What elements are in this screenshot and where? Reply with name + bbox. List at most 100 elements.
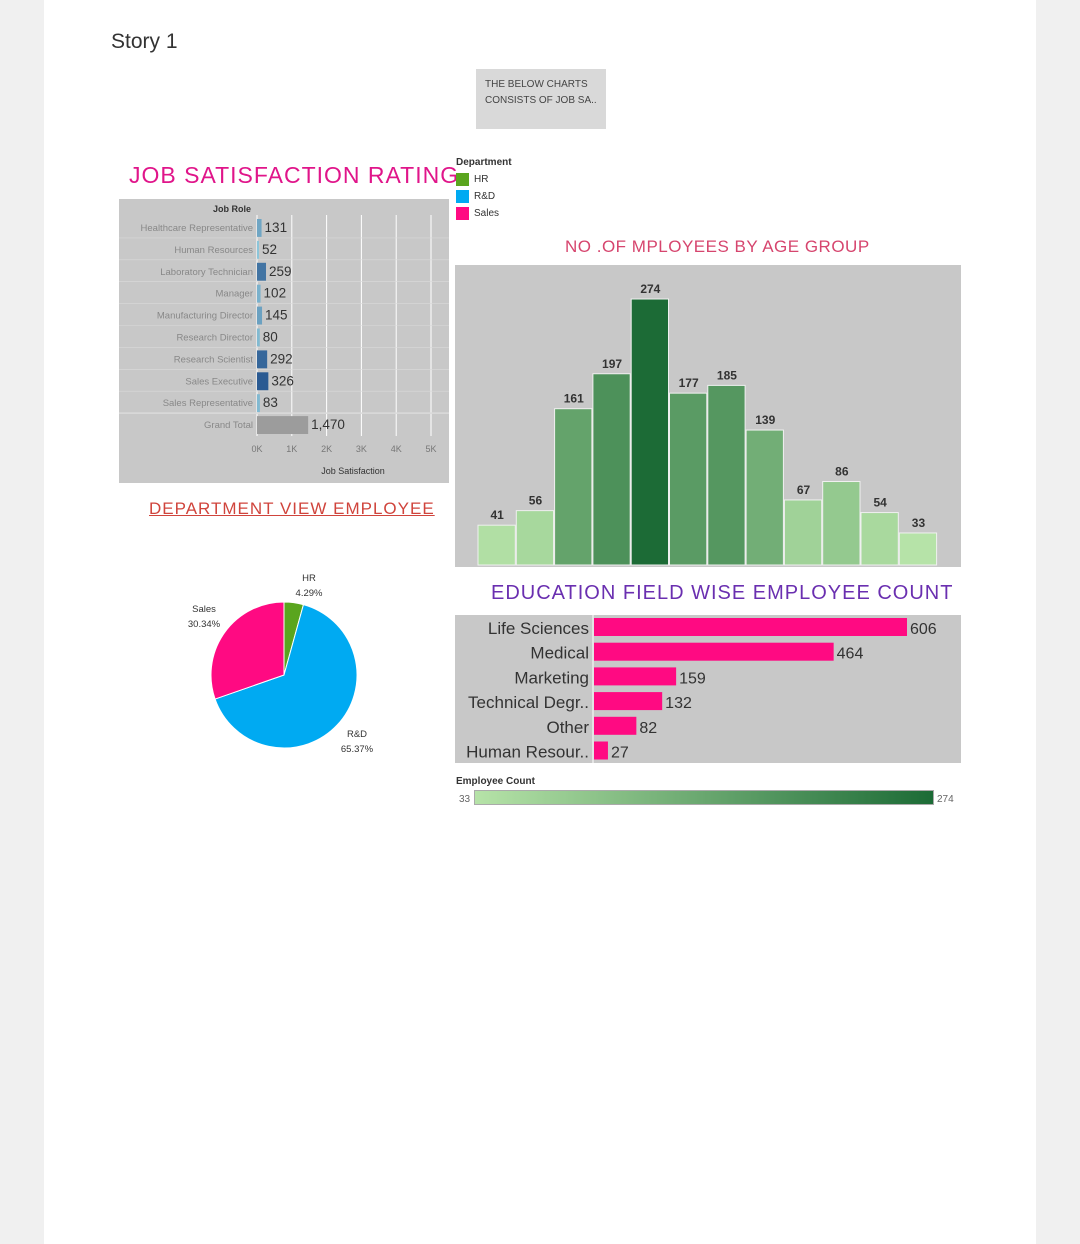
age-bar-value: 139 [755,413,775,427]
edu-bar[interactable] [594,667,677,686]
department-pie-chart[interactable]: HR 4.29% R&D 65.37% Sales 30.34% [160,565,420,775]
department-legend[interactable]: Department HR R&D Sales [456,157,512,222]
education-field-title: EDUCATION FIELD WISE EMPLOYEE COUNT [491,582,954,604]
age-bar[interactable] [745,429,784,566]
bar-value-label: 80 [263,330,278,345]
bar[interactable] [257,219,262,237]
bar[interactable] [257,306,263,325]
category-label: Laboratory Technician [160,267,253,278]
pie-label-pct: 65.37% [341,744,374,755]
category-label: Manager [216,289,254,300]
age-bar[interactable] [898,532,938,566]
edu-bar[interactable] [594,692,663,711]
age-bar-value: 274 [640,282,660,296]
note-text-box[interactable]: THE BELOW CHARTS CONSISTS OF JOB SA.. [476,69,606,129]
age-bar-value: 56 [529,494,543,508]
legend-label-rnd: R&D [474,191,496,202]
age-bar[interactable] [515,510,555,566]
age-group-title: NO .OF MPLOYEES BY AGE GROUP [565,237,870,256]
department-view-title[interactable]: DEPARTMENT VIEW EMPLOYEE [149,499,435,518]
age-bar[interactable] [554,408,593,566]
age-bar[interactable] [669,392,708,566]
edu-bar-value: 82 [639,720,657,737]
color-scale-min: 33 [459,794,471,805]
pie-label-name: HR [302,573,316,584]
color-scale-label: Employee Count [456,776,535,787]
edu-bar-value: 27 [611,745,629,762]
legend-label-hr: HR [474,174,489,185]
color-scale-bar [474,790,934,805]
edu-category-label: Human Resour.. [466,743,589,762]
bar[interactable] [257,284,261,303]
edu-bar-value: 606 [910,621,937,638]
age-bar[interactable] [822,481,861,566]
bar-value-label: 259 [269,264,292,279]
legend-swatch-hr [456,173,469,186]
age-bar[interactable] [477,524,516,566]
bar[interactable] [257,328,260,347]
edu-bar[interactable] [594,716,637,735]
bar-value-label: 131 [265,220,288,235]
age-bar-value: 185 [717,368,737,382]
legend-swatch-sales [456,207,469,220]
pie-label-name: Sales [192,604,216,615]
pie-label-pct: 30.34% [188,619,221,630]
color-scale-max: 274 [937,794,954,805]
legend-item-hr[interactable]: HR [456,171,512,188]
bar[interactable] [257,240,259,259]
category-label: Sales Executive [185,376,253,387]
legend-title: Department [456,157,512,168]
bar-value-label: 292 [270,351,293,366]
bar[interactable] [257,262,267,281]
pie-label-pct: 4.29% [296,588,323,599]
job-satisfaction-svg[interactable]: Job Role 0K 1K 2K 3K 4K 5K Job Satisfaction Heal… [119,199,449,483]
edu-bar[interactable] [594,741,608,760]
edu-category-label: Medical [530,644,589,663]
edu-category-label: Life Sciences [488,619,589,638]
age-bar[interactable] [783,499,823,566]
job-satisfaction-chart[interactable]: Job Role 0K 1K 2K 3K 4K 5K Job Satisfaction Heal… [119,199,449,483]
bar-value-label: 145 [265,308,288,323]
bar-value-label: 83 [263,395,278,410]
bar[interactable] [257,372,269,391]
age-bar[interactable] [592,373,631,566]
legend-label-sales: Sales [474,208,500,219]
x-tick-label: 1K [286,444,297,454]
category-label: Research Scientist [174,354,254,365]
y-axis-label: Job Role [213,204,251,214]
pie-slice-rd[interactable] [214,604,358,749]
legend-item-sales[interactable]: Sales [456,205,512,222]
bar[interactable] [257,350,268,369]
edu-category-label: Other [546,718,589,737]
category-label: Research Director [176,333,253,344]
x-tick-label: 3K [356,444,367,454]
x-axis-label: Job Satisfaction [321,466,385,476]
age-bar[interactable] [860,512,899,566]
bar-value-label: 52 [262,242,277,257]
pie-label-name: R&D [347,729,367,740]
age-bar-value: 67 [797,483,811,497]
bar[interactable] [257,416,309,434]
legend-item-rnd[interactable]: R&D [456,188,512,205]
age-bar[interactable] [707,384,746,566]
edu-bar[interactable] [594,618,907,636]
education-field-svg[interactable]: Life Sciences 606 Medical 464 Marketing 159 Te… [455,615,961,763]
age-bar-value: 86 [835,465,849,479]
bar-value-label: 102 [264,286,287,301]
age-bar-value: 54 [873,496,887,510]
age-bar[interactable] [630,298,669,566]
edu-category-label: Marketing [514,668,589,687]
legend-swatch-rnd [456,190,469,203]
x-tick-label: 5K [425,444,436,454]
category-label: Human Resources [174,245,253,256]
pie-slice-sales[interactable] [210,601,285,700]
age-bar-value: 161 [564,392,584,406]
bar[interactable] [257,394,260,413]
edu-category-label: Technical Degr.. [468,693,589,712]
age-group-svg[interactable]: 41 56 161 197 274 177 185 139 67 86 54 33 [455,265,961,567]
x-tick-label: 0K [251,444,262,454]
edu-bar[interactable] [594,642,834,661]
age-group-chart[interactable]: 41 56 161 197 274 177 185 139 67 86 54 33 [455,265,961,567]
category-label: Sales Representative [163,398,253,409]
education-field-chart[interactable]: Life Sciences 606 Medical 464 Marketing 159 Te… [455,615,961,763]
